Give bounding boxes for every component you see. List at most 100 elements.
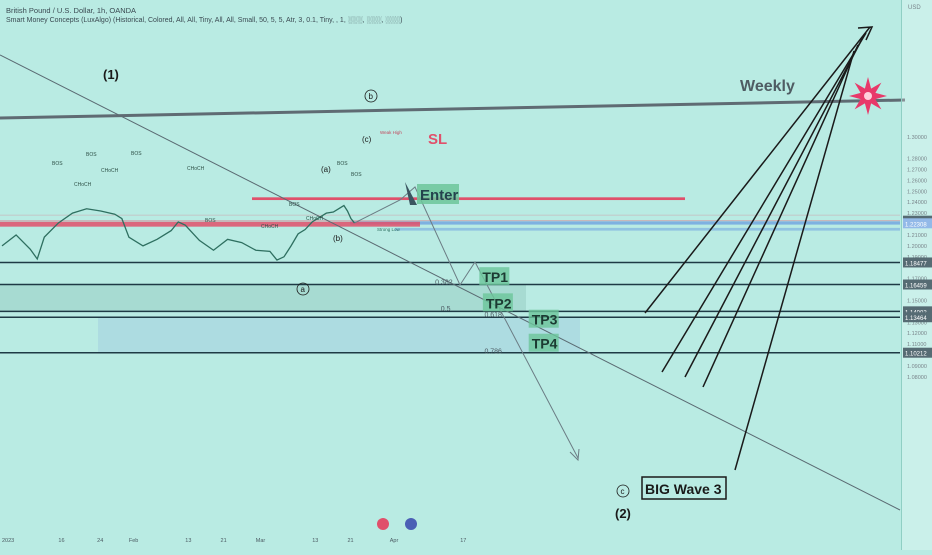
wave-2-label: (2) [615,506,631,521]
x-tick-label: 13 [312,538,318,544]
y-tick-label: 1.28000 [907,157,927,163]
smc-label: BOS [289,202,300,208]
sl-label: SL [428,131,447,148]
y-tick-label: 1.11000 [907,342,926,348]
y-tick-label: 1.27000 [907,168,927,174]
entry-zone-lower [395,227,900,231]
smc-label: BOS [351,172,362,178]
resistance-band [0,221,420,227]
tp-label: TP1 [482,269,508,285]
x-tick-label: Mar [256,538,266,544]
fib-label: 0.5 [441,306,451,313]
price-tag-bg [903,312,932,323]
x-tick-label: 16 [58,538,64,544]
fib-label: 0.786 [484,348,502,355]
wave-circle [296,282,310,296]
wave3-arrowhead [857,26,874,41]
tp-bg [528,333,559,352]
smc-label: CHoCH [306,216,324,222]
tp-bg [479,267,510,286]
smc-label: BOS [52,161,63,167]
y-tick-label: 1.20000 [907,244,927,250]
wave-circle-label: a [301,285,306,294]
tp-label: TP4 [532,336,558,352]
enter-arrow [405,182,417,205]
y-tick-label: 1.09000 [907,364,927,370]
wave-circle [616,484,630,498]
x-tick-label: 2023 [2,538,14,544]
price-tag-bg [903,279,932,290]
y-tick-label: 1.30000 [907,135,927,141]
price-tag: 1.10212 [903,347,932,358]
price-series-line [1,204,356,261]
fib-box-lower [98,317,580,353]
big-wave-label: BIG Wave 3 [645,481,722,497]
y-tick-label: 1.26000 [907,178,927,184]
big-wave-box [641,476,727,500]
enter-bg [417,184,459,204]
entry-zone [350,221,900,225]
price-tag-bg [903,257,932,268]
price-tag-label: 1.22308 [905,222,927,228]
wave-circle-label: c [621,487,625,496]
smc-label: BOS [337,161,348,167]
strong-low-label: Strong Low [377,227,401,232]
y-tick-label: 1.12000 [907,331,927,337]
price-tag: 1.13464 [903,312,932,323]
enter-label: Enter [420,187,459,204]
price-tag-label: 1.18477 [905,261,927,267]
smc-label: BOS [86,152,97,158]
fib-box-upper [0,284,526,312]
y-tick-label: 1.24000 [907,200,927,206]
tp-label: TP2 [486,295,512,311]
flash-icon [377,518,389,530]
wave-circle [364,89,378,103]
weak-high-label: Weak High [380,130,402,135]
star-center [864,92,872,100]
x-tick-label: 24 [97,538,103,544]
price-tag-label: 1.16459 [905,284,927,290]
wave3-arrow-4 [734,50,855,471]
tp-bg [528,309,559,328]
smc-label: CHoCH [74,182,92,188]
price-axis[interactable] [901,0,932,550]
y-tick-label: 1.13000 [907,320,927,326]
y-tick-label: 1.21000 [907,233,927,239]
x-tick-label: Apr [390,538,399,544]
wave3-arrow-1 [661,32,867,373]
indicator-legend[interactable]: Smart Money Concepts (LuxAlgo) (Historic… [6,17,403,24]
sl-zone [252,197,685,201]
weekly-line [0,98,906,120]
price-tag-label: 1.13464 [905,316,927,322]
smc-label: CHoCH [187,166,205,172]
smc-label: CHoCH [101,168,119,174]
wave-circle-label: b [369,92,374,101]
wave3-arrow-3 [702,44,859,388]
price-tag-bg [903,347,932,358]
flag-icon [405,518,417,530]
wave-b-label: (b) [333,234,343,243]
wave3-arrow-2 [684,38,863,378]
price-tag: 1.22308 [903,218,932,229]
price-tag-bg [903,306,932,317]
weekly-label: Weekly [740,78,795,95]
y-tick-label: 1.08000 [907,375,927,381]
price-tag: 1.16459 [903,279,932,290]
wave3-arrow-0 [644,26,871,314]
trend-line [0,54,901,511]
smc-label: BOS [205,218,216,224]
x-tick-label: 17 [460,538,466,544]
chart-title: British Pound / U.S. Dollar, 1h, OANDA [6,6,137,15]
tp-bg [482,293,513,312]
price-tag-bg [903,218,932,229]
x-tick-label: Feb [129,538,138,544]
price-tag: 1.18477 [903,257,932,268]
fib-label: 0.618 [484,312,502,319]
y-tick-label: 1.25000 [907,189,927,195]
fib-label: 0.382 [435,279,453,286]
currency-label: USD [908,5,921,11]
wave-c-label: (c) [362,135,372,144]
smc-label: CHoCH [261,224,279,230]
